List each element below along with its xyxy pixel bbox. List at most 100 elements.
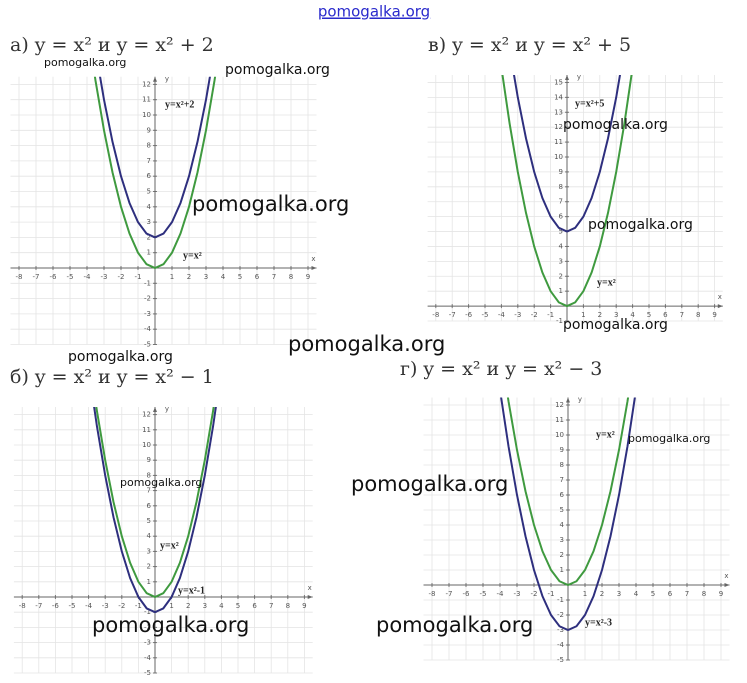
y-tick-label: 10 [142,111,151,119]
x-tick-label: -1 [547,311,554,319]
x-tick-label: 9 [712,311,716,319]
x-tick-label: 1 [170,273,174,281]
x-tick-label: -7 [35,602,42,610]
y-tick-label: 7 [560,476,564,484]
watermark: pomogalka.org [192,192,349,216]
x-tick-label: -4 [497,590,505,598]
y-tick-label: 4 [559,242,564,250]
x-tick-label: 4 [634,590,639,598]
y-tick-label: 2 [559,272,563,280]
x-tick-label: -4 [498,311,506,319]
x-tick-label: -2 [118,273,125,281]
y-tick-label: -3 [144,639,151,647]
x-tick-label: 9 [719,590,723,598]
x-tick-label: -6 [52,602,60,610]
x-tick-label: -5 [482,311,489,319]
x-tick-label: 2 [186,602,190,610]
y-tick-label: 1 [559,287,563,295]
x-tick-label: -5 [69,602,76,610]
y-tick-label: 1 [560,566,564,574]
y-tick-label: 5 [147,188,151,196]
y-tick-label: -1 [557,596,564,604]
y-tick-label: -1 [144,279,151,287]
y-tick-label: 7 [147,487,151,495]
y-tick-label: 12 [555,401,564,409]
watermark: pomogalka.org [288,332,445,356]
x-tick-label: 8 [289,273,293,281]
x-tick-label: 8 [286,602,290,610]
curve [506,397,630,587]
y-axis-label: y [578,396,582,404]
x-tick-label: 7 [269,602,273,610]
chart-title: б) y = x² и y = x² − 1 [10,366,214,388]
y-axis-label: y [165,405,169,413]
y-tick-label: 7 [559,198,563,206]
x-tick-label: -7 [449,311,456,319]
watermark: pomogalka.org [92,613,249,637]
x-tick-label: -2 [118,602,125,610]
y-tick-label: -1 [144,608,151,616]
y-tick-label: 11 [142,96,151,104]
x-tick-label: 5 [651,590,655,598]
x-tick-label: 5 [236,602,240,610]
y-tick-label: 12 [142,80,151,88]
x-tick-label: -1 [548,590,555,598]
x-tick-label: -4 [84,273,92,281]
y-tick-label: -2 [144,623,151,631]
x-tick-label: 2 [598,311,602,319]
x-tick-label: -1 [135,273,142,281]
x-tick-label: -6 [465,311,473,319]
x-tick-label: 9 [302,602,306,610]
y-tick-label: 15 [554,78,563,86]
x-axis-arrow [717,304,723,309]
y-tick-label: 6 [147,502,152,510]
y-tick-label: 8 [147,471,151,479]
x-axis-label: x [718,293,722,301]
y-tick-label: 9 [147,126,151,134]
watermark: pomogalka.org [351,472,508,496]
y-tick-label: 12 [554,123,563,131]
watermark: pomogalka.org [376,613,533,637]
x-tick-label: -4 [85,602,93,610]
y-tick-label: 10 [554,153,563,161]
y-tick-label: -2 [144,295,151,303]
y-tick-label: 4 [147,532,152,540]
x-tick-label: 5 [647,311,651,319]
chart-panel: б) y = x² и y = x² − 1 -8 -7 -6 -5 -4 -3 -2 -1 1 2… [10,366,313,677]
x-tick-label: 8 [702,590,706,598]
x-tick-label: -8 [16,273,23,281]
y-tick-label: 9 [560,446,564,454]
y-tick-label: 6 [560,491,565,499]
x-tick-label: 1 [581,311,585,319]
x-tick-label: 2 [187,273,191,281]
watermark: pomogalka.org [318,3,430,21]
y-tick-label: 12 [142,411,151,419]
y-tick-label: 1 [147,249,151,257]
y-tick-label: 5 [147,517,151,525]
x-tick-label: 4 [630,311,635,319]
x-tick-label: -8 [19,602,26,610]
y-tick-label: 3 [559,257,563,265]
y-tick-label: 10 [555,431,564,439]
curve [95,407,215,599]
chart-title: г) y = x² и y = x² − 3 [400,358,602,380]
y-axis-arrow [565,75,569,80]
chart-panel: а) y = x² и y = x² + 2-8 -7 -6 -5 -4 -3 -2 -1 1 2… [10,34,317,349]
x-axis-label: x [724,572,728,580]
y-tick-label: 9 [559,168,563,176]
chart-title: в) y = x² и y = x² + 5 [428,34,631,56]
watermark: pomogalka.org [563,317,668,333]
watermark: pomogalka.org [68,349,173,365]
x-tick-label: 7 [685,590,689,598]
y-axis-arrow [566,397,570,403]
y-tick-label: 9 [147,456,151,464]
watermark: pomogalka.org [563,117,668,133]
y-tick-label: 10 [142,441,151,449]
x-tick-label: 1 [583,590,587,598]
curve-label: y=x² [597,277,616,288]
x-tick-label: 5 [238,273,242,281]
y-tick-label: 2 [560,551,564,559]
curve [501,75,633,308]
